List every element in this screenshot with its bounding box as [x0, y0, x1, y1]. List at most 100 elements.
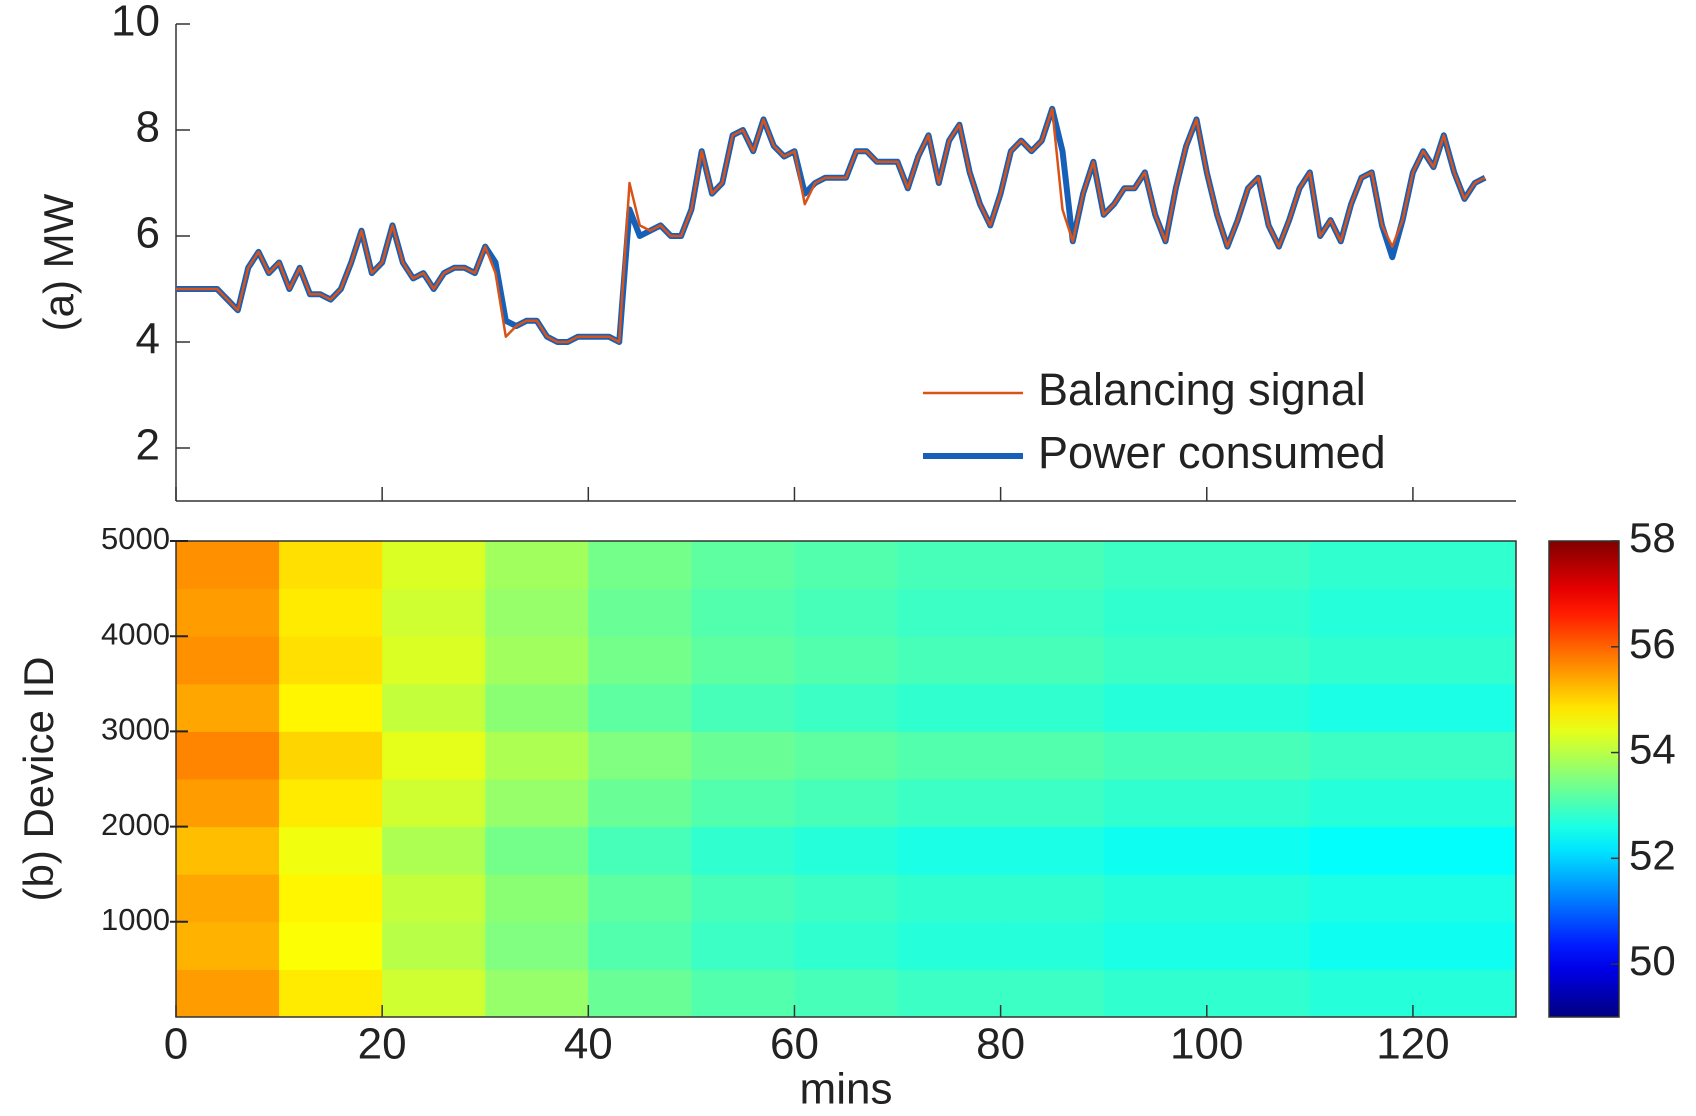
- y-tick-label: 3000: [101, 712, 170, 747]
- heatmap-cell: [897, 731, 1002, 780]
- heatmap-cell: [794, 921, 899, 970]
- heatmap-cell: [1412, 588, 1517, 637]
- heatmap-cell: [1000, 779, 1105, 828]
- heatmap-cell: [279, 874, 383, 923]
- heatmap-cell: [794, 874, 899, 923]
- heatmap-cell: [382, 874, 486, 923]
- heatmap-cell: [588, 683, 692, 732]
- x-tick-label: 80: [976, 1020, 1025, 1069]
- plot-frame: [175, 540, 1517, 1018]
- heatmap-cell: [1000, 874, 1105, 923]
- colorbar-tick-label: 54: [1629, 726, 1676, 773]
- heatmap-cell: [1000, 826, 1105, 875]
- heatmap-cell: [794, 636, 899, 685]
- heatmap-cell: [1309, 921, 1414, 970]
- heatmap-cell: [382, 921, 486, 970]
- heatmap-cell: [691, 874, 795, 923]
- heatmap-cell: [1309, 731, 1414, 780]
- heatmap-cell: [588, 588, 692, 637]
- heatmap-cell: [279, 683, 383, 732]
- heatmap-cell: [176, 779, 280, 828]
- heatmap-cell: [588, 731, 692, 780]
- heatmap-cell: [1206, 969, 1311, 1018]
- heatmap-cell: [485, 826, 589, 875]
- heatmap-cell: [382, 779, 486, 828]
- x-tick-label: 40: [564, 1020, 613, 1069]
- heatmap-cell: [485, 683, 589, 732]
- x-tick-label: 120: [1376, 1020, 1449, 1069]
- heatmap-cell: [485, 731, 589, 780]
- heatmap-cell: [1412, 779, 1517, 828]
- heatmap-cell: [1412, 541, 1517, 590]
- x-tick-label: 100: [1170, 1020, 1243, 1069]
- series-line: [176, 107, 1486, 344]
- heatmap-cell: [485, 636, 589, 685]
- heatmap-cell: [1000, 541, 1105, 590]
- heatmap-cell: [897, 969, 1002, 1018]
- heatmap-cell: [176, 969, 280, 1018]
- heatmap-cell: [794, 541, 899, 590]
- series-line: [176, 105, 1487, 345]
- heatmap-cell: [382, 731, 486, 780]
- heatmap-cell: [176, 826, 280, 875]
- heatmap-cell: [1206, 636, 1311, 685]
- heatmap-cell: [1000, 636, 1105, 685]
- heatmap-cell: [1000, 588, 1105, 637]
- heatmap-cell: [176, 588, 280, 637]
- heatmap-cell: [176, 636, 280, 685]
- heatmap-cell: [691, 826, 795, 875]
- x-tick-label: 20: [358, 1020, 407, 1069]
- heatmap-cell: [1103, 874, 1208, 923]
- heatmap-cell: [176, 874, 280, 923]
- x-axis-label: mins: [800, 1065, 893, 1114]
- heatmap-cell: [1103, 779, 1208, 828]
- heatmap-cell: [485, 969, 589, 1018]
- heatmap-cell: [794, 826, 899, 875]
- heatmap-cell: [279, 588, 383, 637]
- heatmap-cell: [897, 683, 1002, 732]
- heatmap-cell: [691, 731, 795, 780]
- heatmap-cell: [897, 874, 1002, 923]
- heatmap-cell: [1103, 683, 1208, 732]
- heatmap-cell: [485, 541, 589, 590]
- y-tick-label: 5000: [101, 521, 170, 556]
- heatmap-cell: [588, 874, 692, 923]
- heatmap-cell: [1206, 921, 1311, 970]
- heatmap-cell: [1103, 588, 1208, 637]
- heatmap-cell: [1206, 779, 1311, 828]
- heatmap-cell: [588, 779, 692, 828]
- heatmap-cell: [588, 541, 692, 590]
- heatmap-cell: [382, 683, 486, 732]
- x-tick-label: 0: [164, 1020, 188, 1069]
- x-tick-label: 60: [770, 1020, 819, 1069]
- heatmap-cell: [1309, 874, 1414, 923]
- heatmap-cell: [691, 969, 795, 1018]
- heatmap-cell: [176, 921, 280, 970]
- y-tick-label: 8: [136, 103, 160, 152]
- heatmap-cell: [485, 921, 589, 970]
- heatmap-cell: [794, 588, 899, 637]
- heatmap-cell: [691, 541, 795, 590]
- heatmap-cell: [1309, 588, 1414, 637]
- heatmap-cell: [485, 779, 589, 828]
- heatmap-cell: [691, 636, 795, 685]
- heatmap-cell: [897, 779, 1002, 828]
- heatmap-cell: [1412, 874, 1517, 923]
- heatmap-cell: [279, 826, 383, 875]
- heatmap-cell: [1103, 731, 1208, 780]
- heatmap-cell: [1412, 731, 1517, 780]
- heatmap-cell: [691, 921, 795, 970]
- heatmap-cell: [279, 731, 383, 780]
- heatmap-cell: [1206, 826, 1311, 875]
- y-tick-label: 10: [111, 0, 160, 46]
- colorbar-tick-label: 56: [1629, 620, 1676, 667]
- heatmap-cell: [279, 636, 383, 685]
- heatmap-cell: [1000, 921, 1105, 970]
- heatmap-cell: [382, 588, 486, 637]
- heatmap-cell: [1412, 921, 1517, 970]
- y-tick-label: 1000: [101, 902, 170, 937]
- heatmap-cell: [794, 779, 899, 828]
- heatmap-cell: [897, 636, 1002, 685]
- heatmap-cell: [1103, 636, 1208, 685]
